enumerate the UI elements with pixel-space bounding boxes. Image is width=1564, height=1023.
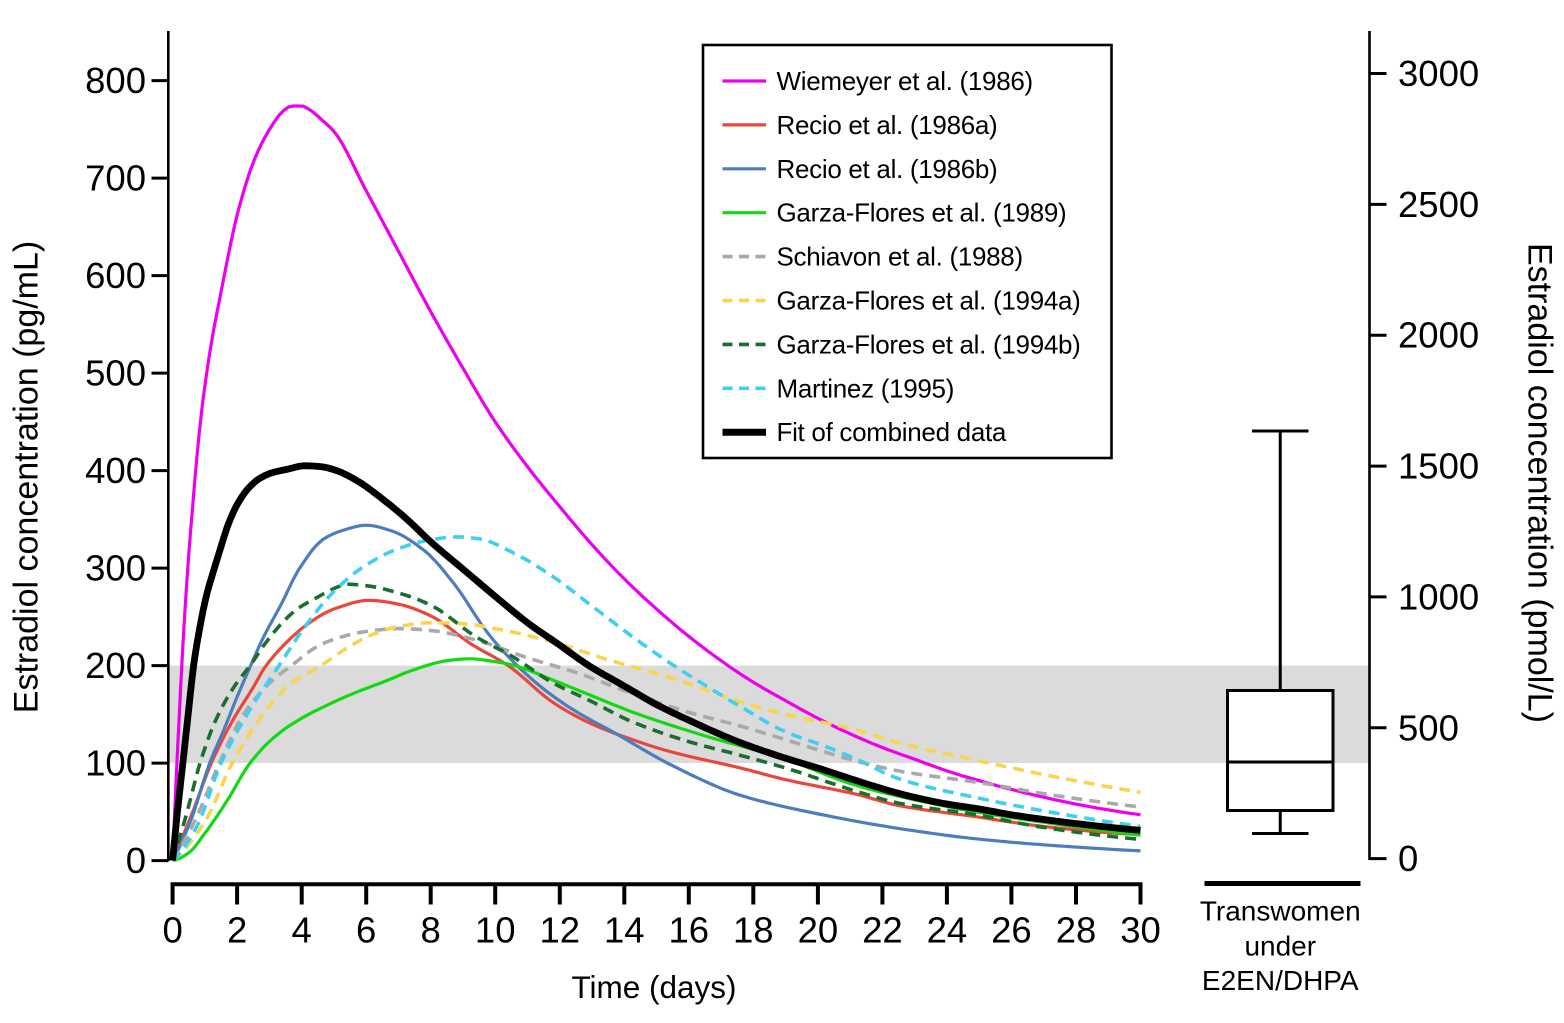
svg-text:Recio et al. (1986b): Recio et al. (1986b): [777, 154, 998, 184]
svg-text:0: 0: [162, 910, 182, 951]
svg-text:Schiavon et al. (1988): Schiavon et al. (1988): [777, 242, 1023, 272]
svg-text:Fit of combined data: Fit of combined data: [777, 417, 1007, 447]
svg-text:Transwomen: Transwomen: [1200, 896, 1361, 927]
svg-text:12: 12: [539, 910, 580, 951]
svg-text:22: 22: [862, 910, 903, 951]
svg-text:Time (days): Time (days): [571, 969, 736, 1005]
svg-text:26: 26: [991, 910, 1032, 951]
svg-text:14: 14: [604, 910, 645, 951]
svg-text:400: 400: [85, 450, 146, 491]
svg-text:Estradiol concentration (pg/mL: Estradiol concentration (pg/mL): [7, 241, 45, 713]
svg-text:Wiemeyer et al. (1986): Wiemeyer et al. (1986): [777, 66, 1033, 96]
svg-text:4: 4: [292, 910, 312, 951]
svg-text:10: 10: [475, 910, 516, 951]
svg-text:0: 0: [1398, 838, 1418, 879]
svg-text:16: 16: [668, 910, 709, 951]
svg-text:600: 600: [85, 255, 146, 296]
svg-text:500: 500: [1398, 707, 1459, 748]
svg-text:2000: 2000: [1398, 315, 1479, 356]
svg-text:24: 24: [927, 910, 968, 951]
svg-text:Garza-Flores et al. (1994a): Garza-Flores et al. (1994a): [777, 286, 1081, 316]
svg-text:Garza-Flores et al. (1989): Garza-Flores et al. (1989): [777, 198, 1067, 228]
svg-text:300: 300: [85, 548, 146, 589]
svg-text:500: 500: [85, 353, 146, 394]
svg-text:28: 28: [1056, 910, 1097, 951]
svg-text:3000: 3000: [1398, 53, 1479, 94]
svg-text:30: 30: [1120, 910, 1161, 951]
svg-text:under: under: [1244, 931, 1316, 962]
svg-text:Martinez (1995): Martinez (1995): [777, 373, 955, 403]
svg-text:Recio et al. (1986a): Recio et al. (1986a): [777, 110, 998, 140]
svg-text:2: 2: [227, 910, 247, 951]
svg-text:1500: 1500: [1398, 446, 1479, 487]
svg-text:100: 100: [85, 743, 146, 784]
svg-text:1000: 1000: [1398, 576, 1479, 617]
svg-text:18: 18: [733, 910, 774, 951]
svg-text:2500: 2500: [1398, 184, 1479, 225]
svg-text:800: 800: [85, 60, 146, 101]
svg-text:700: 700: [85, 158, 146, 199]
svg-text:6: 6: [356, 910, 376, 951]
svg-text:Estradiol concentration (pmol/: Estradiol concentration (pmol/L): [1521, 243, 1559, 723]
svg-text:Garza-Flores et al. (1994b): Garza-Flores et al. (1994b): [777, 329, 1081, 359]
svg-text:0: 0: [126, 840, 146, 881]
svg-text:20: 20: [798, 910, 839, 951]
svg-text:E2EN/DHPA: E2EN/DHPA: [1202, 965, 1359, 996]
svg-text:200: 200: [85, 645, 146, 686]
svg-text:8: 8: [421, 910, 441, 951]
